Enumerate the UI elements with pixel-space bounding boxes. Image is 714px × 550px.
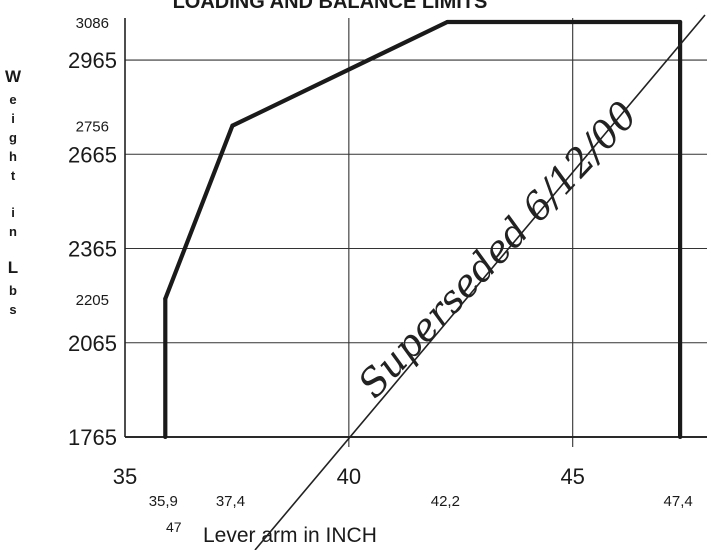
y-label-letter-4: h <box>9 149 17 164</box>
x-minor-tick-labels: 35,9 37,4 42,2 47,4 <box>149 493 693 510</box>
y-label-letter-10: L <box>8 258 18 277</box>
x-minor-tick-label-0: 35,9 <box>149 493 178 510</box>
y-label-letter-8: n <box>9 224 17 239</box>
envelope-vertex-4 <box>678 20 683 24</box>
superseded-annotation: Superseded 6/12/00 <box>349 93 645 406</box>
envelope-vertex-2 <box>230 123 235 128</box>
x-major-tick-labels: 35 40 45 <box>113 464 585 489</box>
x-tick-label-2: 45 <box>560 464 584 489</box>
y-tick-label-0: 1765 <box>68 425 117 450</box>
envelope-series <box>163 19 683 439</box>
y-label-letter-11: b <box>9 283 17 298</box>
envelope-line-0 <box>163 19 683 437</box>
y-label-letter-1: e <box>9 92 16 107</box>
y-label-letter-0: W <box>5 67 22 86</box>
superseded-strike-line <box>254 14 706 550</box>
y-label-letter-5: t <box>11 168 16 183</box>
x-tick-label-0: 35 <box>113 464 137 489</box>
x-tick-label-1: 40 <box>337 464 361 489</box>
partial-label-47: 47 <box>166 519 182 535</box>
grid <box>125 18 707 447</box>
y-tick-label-3: 2665 <box>68 142 117 167</box>
x-minor-tick-label-2: 42,2 <box>431 493 460 510</box>
x-axis-label: Lever arm in INCH <box>203 524 377 547</box>
y-minor-tick-labels: 2205 2756 3086 <box>76 15 109 309</box>
envelope-vertex-5 <box>678 435 683 439</box>
y-label-letter-2: i <box>11 111 15 126</box>
y-label-letter-12: s <box>9 302 16 317</box>
y-major-tick-labels: 1765 2065 2365 2665 2965 <box>68 48 117 450</box>
x-minor-tick-label-1: 37,4 <box>216 493 245 510</box>
y-tick-label-1: 2065 <box>68 331 117 356</box>
y-minor-tick-label-0: 2205 <box>76 292 109 309</box>
y-tick-label-4: 2965 <box>68 48 117 73</box>
envelope-vertex-1 <box>163 296 168 301</box>
chart-title: LOADING AND BALANCE LIMITS <box>173 0 488 13</box>
envelope-vertex-3 <box>445 20 450 24</box>
axes <box>124 18 707 438</box>
y-minor-tick-label-2: 3086 <box>76 15 109 32</box>
y-label-letter-7: i <box>11 205 15 220</box>
y-tick-label-2: 2365 <box>68 237 117 262</box>
y-label-letter-3: g <box>9 130 17 145</box>
y-minor-tick-label-1: 2756 <box>76 119 109 136</box>
x-minor-tick-label-3: 47,4 <box>664 493 693 510</box>
envelope-vertex-0 <box>163 435 168 439</box>
